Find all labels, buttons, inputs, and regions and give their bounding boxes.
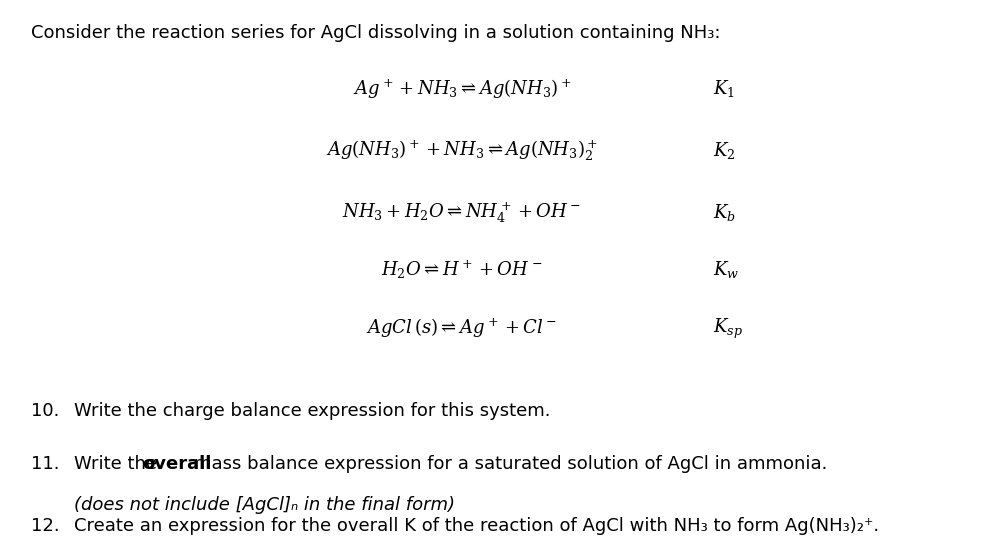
- Text: $K_2$: $K_2$: [713, 141, 735, 161]
- Text: mass balance expression for a saturated solution of AgCl in ammonia.: mass balance expression for a saturated …: [194, 455, 827, 473]
- Text: $Ag^+ + NH_3 \rightleftharpoons Ag(NH_3)^+$: $Ag^+ + NH_3 \rightleftharpoons Ag(NH_3)…: [353, 77, 571, 101]
- Text: $K_{sp}$: $K_{sp}$: [713, 317, 742, 341]
- Text: Write the: Write the: [74, 455, 162, 473]
- Text: $K_1$: $K_1$: [713, 79, 734, 99]
- Text: $H_2O \rightleftharpoons H^+ + OH^-$: $H_2O \rightleftharpoons H^+ + OH^-$: [381, 258, 543, 281]
- Text: (does not include [AgCl]ₙ in the final form): (does not include [AgCl]ₙ in the final f…: [74, 496, 455, 514]
- Text: 12.: 12.: [31, 517, 60, 535]
- Text: overall: overall: [143, 455, 212, 473]
- Text: Write the charge balance expression for this system.: Write the charge balance expression for …: [74, 402, 550, 419]
- Text: Consider the reaction series for AgCl dissolving in a solution containing NH₃:: Consider the reaction series for AgCl di…: [31, 24, 721, 42]
- Text: Create an expression for the overall K of the reaction of AgCl with NH₃ to form : Create an expression for the overall K o…: [74, 517, 879, 535]
- Text: 11.: 11.: [31, 455, 60, 473]
- Text: $K_w$: $K_w$: [713, 259, 739, 280]
- Text: $K_b$: $K_b$: [713, 202, 735, 223]
- Text: $AgCl\,(s) \rightleftharpoons Ag^+ + Cl^-$: $AgCl\,(s) \rightleftharpoons Ag^+ + Cl^…: [367, 317, 557, 341]
- Text: $Ag(NH_3)^+ + NH_3 \rightleftharpoons Ag(NH_3)_2^+$: $Ag(NH_3)^+ + NH_3 \rightleftharpoons Ag…: [326, 139, 598, 163]
- Text: 10.: 10.: [31, 402, 60, 419]
- Text: $NH_3 + H_2O \rightleftharpoons NH_4^+ + OH^-$: $NH_3 + H_2O \rightleftharpoons NH_4^+ +…: [342, 200, 582, 225]
